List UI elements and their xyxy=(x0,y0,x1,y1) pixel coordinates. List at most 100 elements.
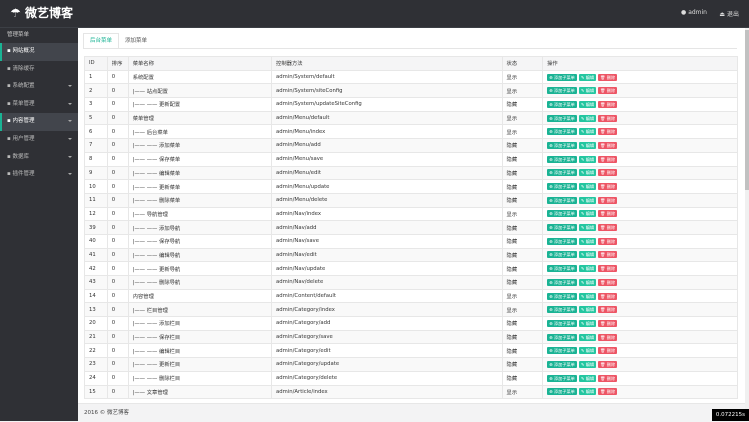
action-button[interactable]: ⊕ 添加子菜单 xyxy=(547,388,577,396)
tab[interactable]: 添加菜单 xyxy=(125,38,148,44)
action-button[interactable]: ⊕ 添加子菜单 xyxy=(547,87,577,95)
action-button[interactable]: ✎ 编辑 xyxy=(578,196,597,204)
action-label: 添加子菜单 xyxy=(553,129,575,135)
sidebar-item[interactable]: ▪ 数据库 xyxy=(0,149,78,167)
action-button[interactable]: ⊕ 添加子菜单 xyxy=(547,292,577,300)
action-button[interactable]: 🗑 删除 xyxy=(598,155,618,163)
action-button[interactable]: ✎ 编辑 xyxy=(578,360,597,368)
logo[interactable]: ☂ 微艺博客 xyxy=(10,5,73,22)
action-button[interactable]: ⊕ 添加子菜单 xyxy=(547,114,577,122)
sidebar-item[interactable]: ▪ 网站概况 xyxy=(0,43,78,61)
action-button[interactable]: ✎ 编辑 xyxy=(578,237,597,245)
action-button[interactable]: ✎ 编辑 xyxy=(578,251,597,259)
action-button[interactable]: ✎ 编辑 xyxy=(578,73,597,81)
action-button[interactable]: ⊕ 添加子菜单 xyxy=(547,319,577,327)
action-button[interactable]: ✎ 编辑 xyxy=(578,388,597,396)
action-button[interactable]: 🗑 删除 xyxy=(598,388,618,396)
action-button[interactable]: ⊕ 添加子菜单 xyxy=(547,155,577,163)
action-button[interactable]: 🗑 删除 xyxy=(598,278,618,286)
action-button[interactable]: ✎ 编辑 xyxy=(578,224,597,232)
scrollbar[interactable] xyxy=(745,28,749,421)
action-button[interactable]: 🗑 删除 xyxy=(598,306,618,314)
action-button[interactable]: ⊕ 添加子菜单 xyxy=(547,347,577,355)
action-button[interactable]: 🗑 删除 xyxy=(598,347,618,355)
action-button[interactable]: ✎ 编辑 xyxy=(578,292,597,300)
tab[interactable]: 后台菜单 xyxy=(83,33,120,49)
action-button[interactable]: ✎ 编辑 xyxy=(578,210,597,218)
action-label: 删除 xyxy=(606,225,616,231)
cell: 15 xyxy=(84,384,108,400)
action-button[interactable]: ✎ 编辑 xyxy=(578,333,597,341)
action-button[interactable]: ⊕ 添加子菜单 xyxy=(547,251,577,259)
action-label: 添加子菜单 xyxy=(553,334,575,340)
action-button[interactable]: ✎ 编辑 xyxy=(578,141,597,149)
action-button[interactable]: ✎ 编辑 xyxy=(578,87,597,95)
action-button[interactable]: ✎ 编辑 xyxy=(578,114,597,122)
action-button[interactable]: 🗑 删除 xyxy=(598,210,618,218)
action-button[interactable]: 🗑 删除 xyxy=(598,100,618,108)
cell: 显示 xyxy=(501,124,544,140)
cell: admin/Category/update xyxy=(271,357,503,372)
sidebar-item[interactable]: ▪ 插件管理 xyxy=(0,166,78,184)
scroll-thumb[interactable] xyxy=(745,30,749,190)
action-button[interactable]: 🗑 删除 xyxy=(598,169,618,177)
action-button[interactable]: ⊕ 添加子菜单 xyxy=(547,196,577,204)
action-button[interactable]: ✎ 编辑 xyxy=(578,100,597,108)
sidebar-item[interactable]: ▪ 用户管理 xyxy=(0,131,78,149)
action-button[interactable]: 🗑 删除 xyxy=(598,333,618,341)
action-button[interactable]: ⊕ 添加子菜单 xyxy=(547,374,577,382)
action-button[interactable]: 🗑 删除 xyxy=(598,196,618,204)
action-button[interactable]: ⊕ 添加子菜单 xyxy=(547,360,577,368)
action-button[interactable]: ✎ 编辑 xyxy=(578,306,597,314)
action-button[interactable]: 🗑 删除 xyxy=(598,183,618,191)
action-button[interactable]: 🗑 删除 xyxy=(598,128,618,136)
user[interactable]: ● admin xyxy=(681,9,707,16)
action-button[interactable]: ✎ 编辑 xyxy=(578,169,597,177)
action-button[interactable]: ⊕ 添加子菜单 xyxy=(547,73,577,81)
action-button[interactable]: ✎ 编辑 xyxy=(578,155,597,163)
action-button[interactable]: ⊕ 添加子菜单 xyxy=(547,128,577,136)
action-button[interactable]: 🗑 删除 xyxy=(598,292,618,300)
logout[interactable]: ⏏ 退出 xyxy=(719,11,739,18)
action-button[interactable]: 🗑 删除 xyxy=(598,374,618,382)
action-button[interactable]: 🗑 删除 xyxy=(598,360,618,368)
action-button[interactable]: 🗑 删除 xyxy=(598,114,618,122)
action-button[interactable]: 🗑 删除 xyxy=(598,87,618,95)
cell: 10 xyxy=(84,179,108,194)
action-button[interactable]: ⊕ 添加子菜单 xyxy=(547,237,577,245)
action-button[interactable]: ✎ 编辑 xyxy=(578,374,597,382)
sidebar-item[interactable]: ▪ 清除缓存 xyxy=(0,61,78,79)
action-button[interactable]: ✎ 编辑 xyxy=(578,278,597,286)
action-button[interactable]: ⊕ 添加子菜单 xyxy=(547,100,577,108)
sidebar-item[interactable]: ▪ 系统配置 xyxy=(0,78,78,96)
action-button[interactable]: 🗑 删除 xyxy=(598,319,618,327)
actions-cell: ⊕ 添加子菜单 ✎ 编辑 🗑 删除 xyxy=(542,97,738,112)
cell: 隐藏 xyxy=(501,247,544,263)
action-button[interactable]: ✎ 编辑 xyxy=(578,347,597,355)
action-button[interactable]: ⊕ 添加子菜单 xyxy=(547,265,577,273)
sidebar-item[interactable]: ▪ 内容管理 xyxy=(0,113,78,131)
action-button[interactable]: ⊕ 添加子菜单 xyxy=(547,224,577,232)
action-button[interactable]: ✎ 编辑 xyxy=(578,183,597,191)
action-button[interactable]: ✎ 编辑 xyxy=(578,265,597,273)
cell: 0 xyxy=(106,233,129,249)
action-button[interactable]: ✎ 编辑 xyxy=(578,128,597,136)
action-button[interactable]: ⊕ 添加子菜单 xyxy=(547,210,577,218)
action-button[interactable]: 🗑 删除 xyxy=(598,73,618,81)
action-button[interactable]: ⊕ 添加子菜单 xyxy=(547,141,577,149)
action-label: 删除 xyxy=(606,238,616,244)
sidebar-item[interactable]: ▪ 菜单管理 xyxy=(0,96,78,114)
action-button[interactable]: 🗑 删除 xyxy=(598,251,618,259)
action-button[interactable]: ⊕ 添加子菜单 xyxy=(547,333,577,341)
action-button[interactable]: 🗑 删除 xyxy=(598,265,618,273)
action-button[interactable]: 🗑 删除 xyxy=(598,237,618,245)
action-button[interactable]: ⊕ 添加子菜单 xyxy=(547,183,577,191)
action-button[interactable]: ⊕ 添加子菜单 xyxy=(547,169,577,177)
action-button[interactable]: 🗑 删除 xyxy=(598,141,618,149)
action-button[interactable]: ⊕ 添加子菜单 xyxy=(547,278,577,286)
action-label: 添加子菜单 xyxy=(553,307,575,313)
action-button[interactable]: 🗑 删除 xyxy=(598,224,618,232)
actions-cell: ⊕ 添加子菜单 ✎ 编辑 🗑 删除 xyxy=(542,316,738,331)
action-button[interactable]: ⊕ 添加子菜单 xyxy=(547,306,577,314)
action-button[interactable]: ✎ 编辑 xyxy=(578,319,597,327)
